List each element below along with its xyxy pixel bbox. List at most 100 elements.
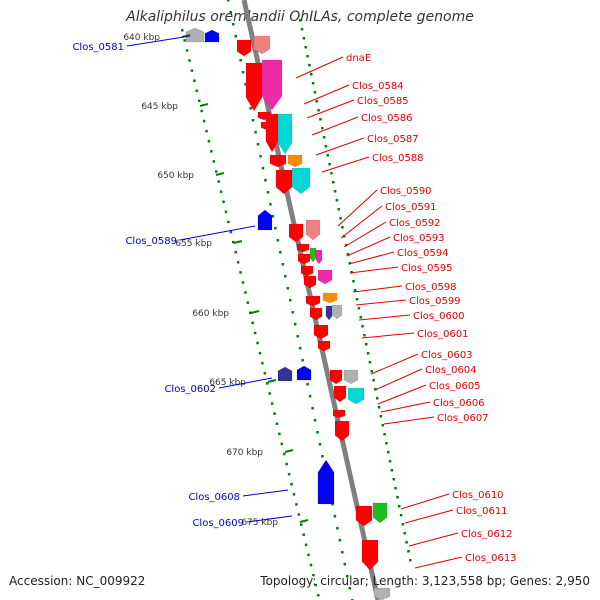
scale-track-dot — [205, 129, 208, 133]
outer-track-dot — [385, 442, 388, 445]
inner-track-dot — [241, 71, 245, 74]
outer-track-dot — [366, 352, 370, 355]
outer-track-dot — [388, 460, 392, 463]
gray-reverse-gene-feature — [185, 27, 205, 43]
outer-track-dot — [313, 91, 317, 94]
scale-track-dot — [251, 321, 254, 325]
red-gene-feature — [269, 154, 287, 168]
blue-reverse-gene-feature — [204, 29, 220, 43]
outer-track-dot — [401, 523, 405, 526]
forward-gene-label: Clos_0595 — [401, 263, 453, 274]
inner-track-dot — [338, 539, 342, 542]
outer-track-dot — [377, 406, 381, 409]
outer-track-dot — [383, 433, 386, 436]
inner-track-dot — [274, 227, 277, 230]
forward-gene-label: Clos_0600 — [413, 311, 465, 322]
scale-track-dot — [244, 291, 247, 294]
scale-label: 655 kbp — [175, 239, 212, 249]
outer-track-dot — [396, 496, 399, 499]
forward-gene-label: Clos_0598 — [405, 282, 457, 293]
forward-gene-label: Clos_0603 — [421, 350, 473, 361]
forward-leader-line — [343, 221, 387, 248]
reverse-gene-label: Clos_0602 — [164, 384, 216, 395]
inner-track-dot — [298, 347, 302, 350]
forward-leader-line — [404, 509, 454, 524]
red-gene-feature — [334, 420, 350, 442]
pink-gene-feature — [315, 249, 323, 265]
scale-track-dot — [241, 281, 245, 284]
inner-track-dot — [341, 551, 344, 554]
blue-reverse-gene-feature — [296, 365, 312, 381]
red-gene-feature — [305, 295, 321, 307]
outer-track-dot — [405, 541, 408, 544]
scale-major-tick — [250, 310, 260, 314]
scale-track-dot — [280, 442, 284, 446]
scale-track-dot — [212, 160, 216, 163]
forward-leader-line — [340, 205, 383, 239]
scale-track-dot — [290, 483, 293, 486]
forward-leader-line — [295, 56, 344, 79]
outer-track-dot — [333, 190, 337, 193]
forward-gene-label: dnaE — [346, 53, 371, 64]
red-gene-feature — [288, 223, 304, 243]
outer-track-dot — [321, 127, 324, 130]
scale-track-dot — [224, 210, 228, 214]
salmon-gene-feature — [305, 219, 321, 241]
scale-track-dot — [300, 523, 303, 526]
outer-track-dot — [341, 226, 344, 229]
forward-gene-label: Clos_0584 — [352, 81, 404, 92]
forward-gene-label: Clos_0601 — [417, 329, 469, 340]
scale-track-dot — [229, 230, 233, 234]
inner-track-dot — [301, 359, 304, 362]
scale-track-dot — [227, 220, 230, 224]
outer-track-dot — [379, 415, 383, 418]
scale-track-dot — [207, 139, 211, 143]
outer-track-dot — [346, 253, 350, 256]
scale-track-dot — [287, 472, 291, 476]
scale-major-tick — [284, 449, 294, 453]
scale-track-dot — [195, 89, 199, 93]
forward-leader-line — [348, 251, 395, 265]
length-value: 3,123,558 bp; — [421, 574, 507, 588]
outer-track-dot — [350, 271, 353, 274]
inner-track-dot — [279, 251, 282, 254]
reverse-leader-line — [218, 377, 273, 389]
outer-track-dot — [339, 217, 342, 220]
scale-track-dot — [183, 39, 186, 42]
inner-track-dot — [346, 575, 349, 578]
red-gene-feature — [245, 62, 263, 112]
outer-track-dot — [363, 334, 366, 337]
topology-value: circular; — [320, 574, 369, 588]
red-gene-feature — [355, 505, 373, 527]
outer-track-dot — [343, 235, 346, 238]
scale-track-dot — [307, 553, 310, 557]
inner-track-dot — [251, 119, 255, 122]
inner-track-dot — [336, 527, 339, 530]
outer-track-dot — [317, 109, 320, 112]
scale-label: 675 kbp — [241, 518, 278, 528]
outer-track-dot — [374, 388, 377, 391]
scale-track-dot — [292, 493, 296, 496]
accession-label: Accession: — [9, 574, 73, 588]
reverse-leader-line — [126, 35, 191, 47]
outer-track-dot — [361, 325, 364, 328]
forward-leader-line — [349, 266, 399, 274]
inner-track-dot — [281, 263, 285, 266]
outer-track-dot — [337, 208, 340, 211]
scale-track-dot — [190, 69, 194, 72]
pink-gene-feature — [261, 59, 283, 111]
scale-track-dot — [268, 392, 271, 395]
scale-track-dot — [249, 311, 252, 314]
scale-label: 660 kbp — [192, 309, 229, 319]
genes-value: 2,950 — [555, 574, 590, 588]
forward-gene-label: Clos_0591 — [385, 202, 437, 213]
reverse-leader-line — [179, 225, 256, 241]
cyan-gene-feature — [291, 167, 311, 195]
inner-track-dot — [261, 167, 265, 170]
scale-major-tick — [267, 379, 277, 383]
gene-labels: dnaE Clos_0584 Clos_0585 Clos_0586 Clos_0587… — [72, 42, 516, 564]
cyan-gene-feature — [277, 113, 293, 155]
inner-track-dot — [333, 515, 337, 518]
scale-track-dot — [261, 361, 264, 365]
scale-track-dot — [263, 372, 267, 375]
